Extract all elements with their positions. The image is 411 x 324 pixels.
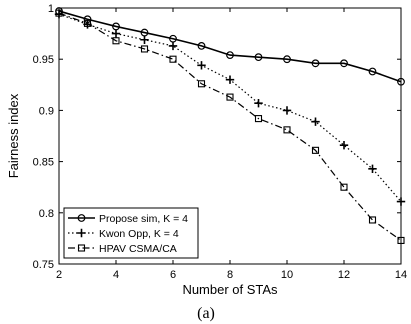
data-point: [197, 41, 206, 50]
data-point: [282, 106, 292, 115]
legend-label: HPAV CSMA/CA: [99, 243, 177, 255]
series-layer: [54, 7, 406, 244]
data-point: [55, 9, 63, 17]
x-tick-label: 6: [170, 269, 176, 281]
x-tick-label: 14: [395, 269, 407, 281]
series-1: [55, 7, 405, 86]
data-point: [397, 236, 405, 244]
y-tick-label: 0.85: [33, 157, 54, 169]
data-point: [283, 55, 291, 64]
data-point: [311, 146, 320, 154]
y-axis-label: Fairness index: [6, 93, 21, 178]
data-point: [283, 126, 291, 134]
legend: Propose sim, K = 4 Kwon Opp, K = 4 HPAV CS…: [63, 207, 199, 259]
data-point: [368, 216, 377, 224]
legend-label: Propose sim, K = 4: [99, 213, 188, 225]
legend-box: [63, 207, 199, 259]
y-tick-label: 0.9: [39, 105, 54, 117]
ticks-layer: 2 4 6 8 10 12 14 0.75 0.8 0.85 0.9 0.95 1: [33, 3, 408, 281]
data-point: [254, 99, 263, 108]
legend-marker: [77, 228, 86, 238]
data-point: [311, 117, 320, 126]
data-point: [111, 29, 121, 38]
series-3: [55, 9, 405, 244]
data-point: [368, 67, 377, 76]
data-point: [311, 59, 320, 68]
data-point: [83, 19, 92, 27]
y-tick-label: 0.8: [39, 208, 54, 220]
data-point: [226, 51, 234, 60]
data-point: [169, 55, 177, 63]
legend-label: Kwon Opp, K = 4: [99, 228, 179, 240]
series-2: [54, 9, 406, 206]
x-tick-label: 10: [281, 269, 293, 281]
data-point: [197, 80, 206, 88]
series-line: [58, 10, 402, 83]
series-line: [58, 12, 402, 241]
data-point: [254, 53, 263, 62]
figure-caption: (a): [197, 305, 215, 322]
data-point: [226, 93, 234, 101]
data-point: [140, 45, 149, 53]
x-tick-label: 8: [227, 269, 233, 281]
y-tick-label: 1: [48, 3, 54, 15]
data-point: [340, 183, 348, 191]
x-tick-label: 2: [56, 269, 62, 281]
data-point: [225, 75, 235, 84]
legend-marker: [77, 244, 86, 252]
data-point: [397, 77, 405, 86]
data-point: [254, 115, 263, 123]
data-point: [396, 197, 406, 206]
x-tick-label: 4: [113, 269, 119, 281]
x-tick-label: 12: [338, 269, 350, 281]
data-point: [340, 59, 348, 68]
data-point: [168, 41, 178, 51]
y-tick-label: 0.95: [33, 54, 54, 66]
data-point: [197, 61, 206, 70]
data-point: [140, 35, 149, 44]
y-tick-label: 0.75: [33, 259, 54, 271]
data-point: [112, 37, 120, 45]
data-point: [368, 164, 377, 173]
x-axis-label: Number of STAs: [182, 282, 278, 297]
data-point: [339, 141, 349, 150]
legend-marker: [77, 214, 86, 222]
